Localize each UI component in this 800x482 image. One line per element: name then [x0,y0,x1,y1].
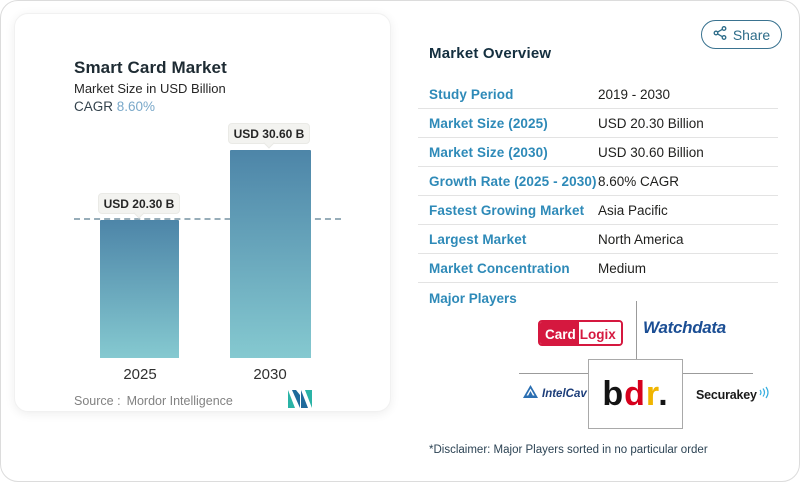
bar-value-label-2030: USD 30.60 B [228,123,310,149]
table-row-market-concentration: Market Concentration Medium [418,254,778,283]
grid-vertical-divider [636,301,637,359]
row-label: Market Concentration [429,260,570,276]
cardlogix-logo-part1: Card [540,322,579,344]
bdr-letter-b: b [602,375,625,413]
row-value: 8.60% CAGR [598,173,680,189]
overview-title: Market Overview [429,45,552,62]
bar-2025 [100,220,179,358]
row-label: Largest Market [429,231,527,247]
bar-value-text: USD 30.60 B [233,126,305,141]
source-value: Mordor Intelligence [126,394,233,408]
share-button[interactable]: Share [701,20,782,49]
chart-cagr: CAGR 8.60% [74,99,155,114]
row-label: Study Period [429,86,514,102]
cardlogix-logo-part2: Logix [578,322,621,344]
overview-table: Study Period 2019 - 2030 Market Size (20… [418,80,778,283]
chart-card: Smart Card Market Market Size in USD Bil… [14,13,391,412]
bar-value-label-2025: USD 20.30 B [98,193,180,219]
row-label: Market Size (2030) [429,144,548,160]
row-value: USD 20.30 Billion [598,115,704,131]
bar-2030 [230,150,311,358]
x-axis-label-2025: 2025 [123,366,157,383]
row-value: Medium [598,260,647,276]
share-icon [713,26,727,43]
chart-title: Smart Card Market [74,58,227,77]
row-value: North America [598,231,684,247]
bdr-letter-r: r [645,375,659,413]
bdr-dot: . [658,375,669,413]
bdr-letter-d: d [624,375,646,413]
row-label: Fastest Growing Market [429,202,585,218]
reference-dashed-line [74,218,341,220]
intelcav-triangle-icon [523,385,538,403]
securakey-sound-waves-icon [759,386,769,404]
cagr-label: CAGR [74,99,114,114]
cagr-value: 8.60% [116,99,156,114]
table-row-market-size-2030: Market Size (2030) USD 30.60 Billion [418,138,778,167]
disclaimer-text: *Disclaimer: Major Players sorted in no … [429,444,708,456]
securakey-logo: Securakey [696,386,769,404]
major-players-label: Major Players [429,291,517,306]
bar-chart: USD 20.30 B USD 30.60 B 2025 2030 [15,14,390,411]
row-label: Market Size (2025) [429,115,548,131]
table-row-growth-rate: Growth Rate (2025 - 2030) 8.60% CAGR [418,167,778,196]
table-row-market-size-2025: Market Size (2025) USD 20.30 Billion [418,109,778,138]
bdr-logo-box: bdr. [588,359,683,429]
watchdata-logo: Watchdata [643,318,726,337]
mordor-intelligence-logo-icon [287,389,313,414]
row-value: Asia Pacific [598,202,668,218]
securakey-logo-text: Securakey [696,388,757,402]
row-label: Growth Rate (2025 - 2030) [429,173,597,189]
bdr-logo-text: bdr. [602,377,668,411]
table-row-largest-market: Largest Market North America [418,225,778,254]
table-row-study-period: Study Period 2019 - 2030 [418,80,778,109]
intelcav-logo: IntelCav [523,385,587,403]
table-row-fastest-growing-market: Fastest Growing Market Asia Pacific [418,196,778,225]
share-button-label: Share [732,26,771,43]
cardlogix-logo: Card Logix [538,320,623,346]
major-players-grid: Card Logix Watchdata IntelCav bdr. Secur… [519,301,769,433]
row-value: USD 30.60 Billion [598,144,704,160]
chart-subtitle: Market Size in USD Billion [74,81,226,96]
intelcav-logo-text: IntelCav [542,388,587,400]
row-value: 2019 - 2030 [598,86,671,102]
x-axis-label-2030: 2030 [253,366,287,383]
bar-value-text: USD 20.30 B [103,196,175,211]
source-row: Source : Mordor Intelligence [74,394,334,408]
source-label: Source : [74,394,121,408]
